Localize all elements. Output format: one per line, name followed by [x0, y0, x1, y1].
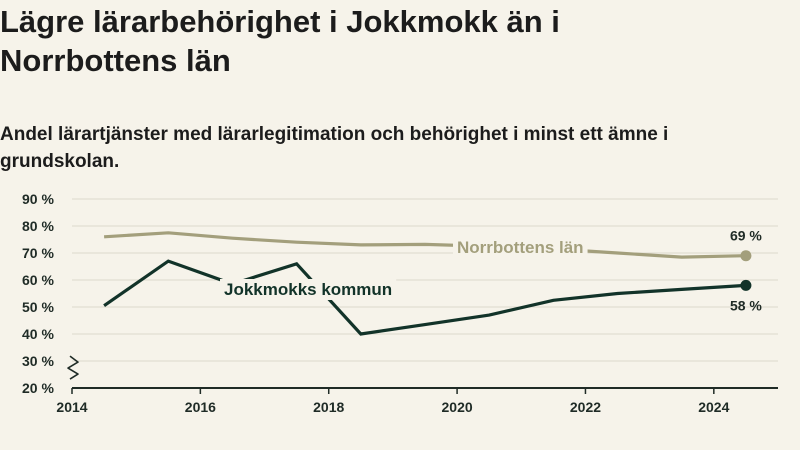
- series-name-label-0: Norrbottens län: [457, 238, 584, 257]
- series-line-1: [103, 259, 746, 336]
- y-axis-ticks: 20 % 30 % 40 % 50 % 60 % 70 % 80 % 90 %: [22, 191, 79, 396]
- x-tick-label-2022: 2022: [570, 399, 601, 415]
- x-tick-label-2014: 2014: [56, 399, 87, 415]
- y-axis-break-icon: [67, 355, 79, 380]
- x-tick-label-2018: 2018: [313, 399, 344, 415]
- series-name-label-1: Jokkmokks kommun: [224, 280, 392, 299]
- series-end-marker-1: [740, 279, 752, 291]
- y-tick-label-20: 20 %: [22, 380, 54, 396]
- y-tick-label-30: 30 %: [22, 353, 54, 369]
- x-tick-label-2016: 2016: [185, 399, 216, 415]
- chart-title: Lägre lärarbehörighet i Jokkmokk än i No…: [0, 4, 560, 78]
- series-lines: [103, 231, 752, 336]
- x-tick-label-2024: 2024: [698, 399, 729, 415]
- x-axis: 2014 2016 2018 2020 2022 2024: [56, 387, 778, 415]
- series-line-0: [104, 231, 746, 259]
- x-tick-label-2020: 2020: [442, 399, 473, 415]
- end-value-label-0: 69 %: [730, 228, 762, 244]
- y-tick-label-40: 40 %: [22, 326, 54, 342]
- y-tick-label-70: 70 %: [22, 245, 54, 261]
- series-labels: 69 % Norrbottens län 58 % Jokkmokks kommun: [220, 228, 762, 313]
- y-tick-label-90: 90 %: [22, 191, 54, 207]
- y-tick-label-80: 80 %: [22, 218, 54, 234]
- end-value-label-1: 58 %: [730, 297, 762, 313]
- series-end-marker-0: [740, 250, 752, 262]
- chart-subtitle: Andel lärartjänster med lärarlegitimatio…: [0, 124, 669, 172]
- gridlines: [72, 198, 778, 362]
- y-tick-label-60: 60 %: [22, 272, 54, 288]
- line-chart: 20 %30 %40 %50 %60 %70 %80 %90 % 2014 201…: [22, 191, 778, 415]
- series-name-label-bg-0: [453, 237, 588, 258]
- series-name-label-bg-1: [220, 279, 397, 300]
- y-tick-label-50: 50 %: [22, 299, 54, 315]
